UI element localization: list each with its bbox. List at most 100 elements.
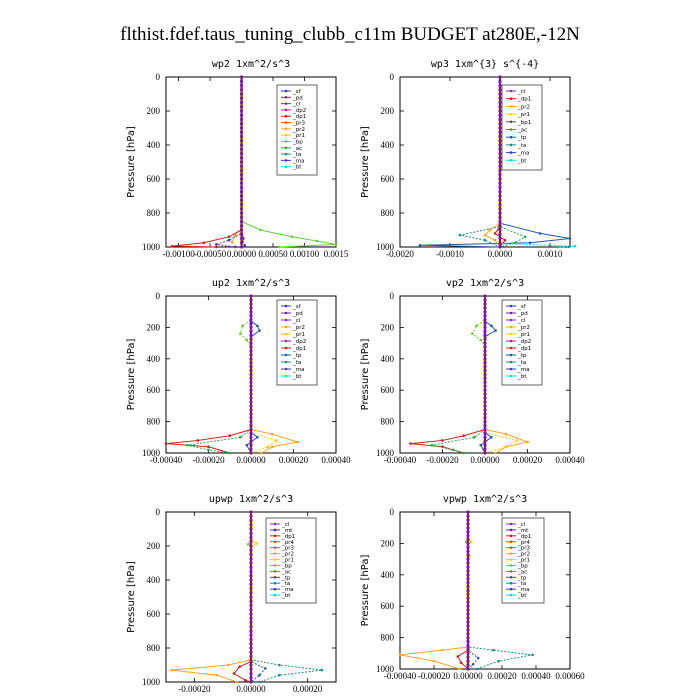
legend-label: _dp1 [292,346,306,352]
data-point [488,228,492,232]
x-tick-label: 0.00040 [521,671,551,681]
zero-profile-marker [483,431,487,435]
legend-marker [509,564,513,567]
zero-profile-marker [249,565,253,569]
series-line-ac [431,296,486,454]
zero-profile-marker [498,228,502,232]
zero-profile-marker [498,245,502,249]
zero-profile-marker [239,236,244,241]
legend-label: _dp1 [517,534,531,540]
x-tick-label: -0.00040 [384,671,417,681]
zero-profile-marker [498,241,502,245]
legend-marker [509,151,513,154]
zero-profile-marker [466,514,470,518]
zero-profile-marker [498,100,502,105]
data-point [476,656,480,660]
zero-profile-marker [466,569,470,573]
zero-profile-marker [249,404,253,408]
zero-profile-marker [466,522,470,526]
data-point [497,659,500,663]
data-point [418,244,422,247]
zero-profile-marker [483,314,487,318]
zero-profile-marker [239,122,244,126]
zero-profile-marker [466,643,470,648]
zero-profile-marker [249,310,253,314]
data-point [470,540,473,544]
zero-profile-marker [483,416,487,420]
zero-profile-marker [249,298,253,302]
zero-profile-marker [466,596,470,600]
zero-profile-marker [249,317,253,322]
data-point [490,436,493,439]
legend-label: _dp1 [292,114,306,120]
data-point [475,324,478,328]
legend-marker [509,581,513,585]
legend-marker [284,127,288,131]
zero-profile-marker [239,96,244,100]
zero-profile-marker [466,588,470,593]
y-tick-label: 400 [381,570,395,580]
legend-marker [509,367,513,371]
legend-label: _bt [292,374,302,380]
zero-profile-marker [249,552,253,557]
zero-profile-marker [466,647,470,651]
zero-profile-marker [466,632,470,636]
zero-profile-marker [483,427,487,432]
zero-profile-marker [239,224,244,228]
zero-profile-marker [249,321,253,326]
series-line-pr2 [399,512,469,670]
data-point [526,440,529,444]
zero-profile-marker [466,533,470,538]
x-tick-label: -0.00050 [194,249,227,259]
zero-profile-marker [249,329,253,333]
zero-profile-marker [249,557,253,561]
data-point [196,439,200,442]
zero-profile-marker [249,659,253,663]
legend-marker [509,374,513,378]
y-tick-label: 200 [381,538,395,548]
zero-profile-marker [483,380,487,384]
zero-profile-marker [249,518,253,523]
zero-profile-marker [249,591,253,595]
series-line-ac [187,296,252,454]
y-tick-label: 200 [381,106,395,116]
legend-label: _dp1 [517,97,531,103]
legend-label: _ma [292,158,304,164]
zero-profile-marker [498,185,502,190]
y-tick-label: 200 [147,322,161,332]
data-point [409,442,412,445]
legend-marker [509,346,513,350]
data-point [215,243,218,246]
figure-title: flthist.fdef.taus_tuning_clubb_c11m BUDG… [120,24,580,45]
x-tick-label: 0.0010 [538,249,563,259]
y-tick-label: 600 [147,174,161,184]
zero-profile-marker [498,117,502,122]
zero-profile-marker [498,194,502,198]
legend-label: _pr2 [517,104,530,110]
legend-marker [273,522,277,526]
zero-profile-marker [466,612,470,616]
zero-profile-marker [483,317,487,322]
y-tick-label: 600 [147,385,161,395]
zero-profile-marker [249,654,253,659]
zero-profile-marker [498,168,502,173]
y-tick-label: 1000 [376,242,395,252]
x-tick-label: -0.00020 [178,684,211,694]
x-tick-label: -0.0010 [436,249,464,259]
zero-profile-marker [498,126,502,130]
data-point [471,662,475,666]
zero-profile-marker [249,620,253,625]
zero-profile-marker [249,527,253,531]
zero-profile-marker [466,537,470,542]
zero-profile-marker [239,181,244,185]
legend-label: _pr3 [292,121,306,127]
legend-marker [284,89,288,93]
zero-profile-marker [249,510,253,514]
legend-label: _pd [292,95,303,101]
legend-label: _bp [517,563,528,569]
zero-profile-marker [483,388,487,392]
zero-profile-marker [466,639,470,644]
legend-marker [284,353,288,357]
data-point [473,436,476,439]
legend-label: _pr2 [292,127,305,133]
